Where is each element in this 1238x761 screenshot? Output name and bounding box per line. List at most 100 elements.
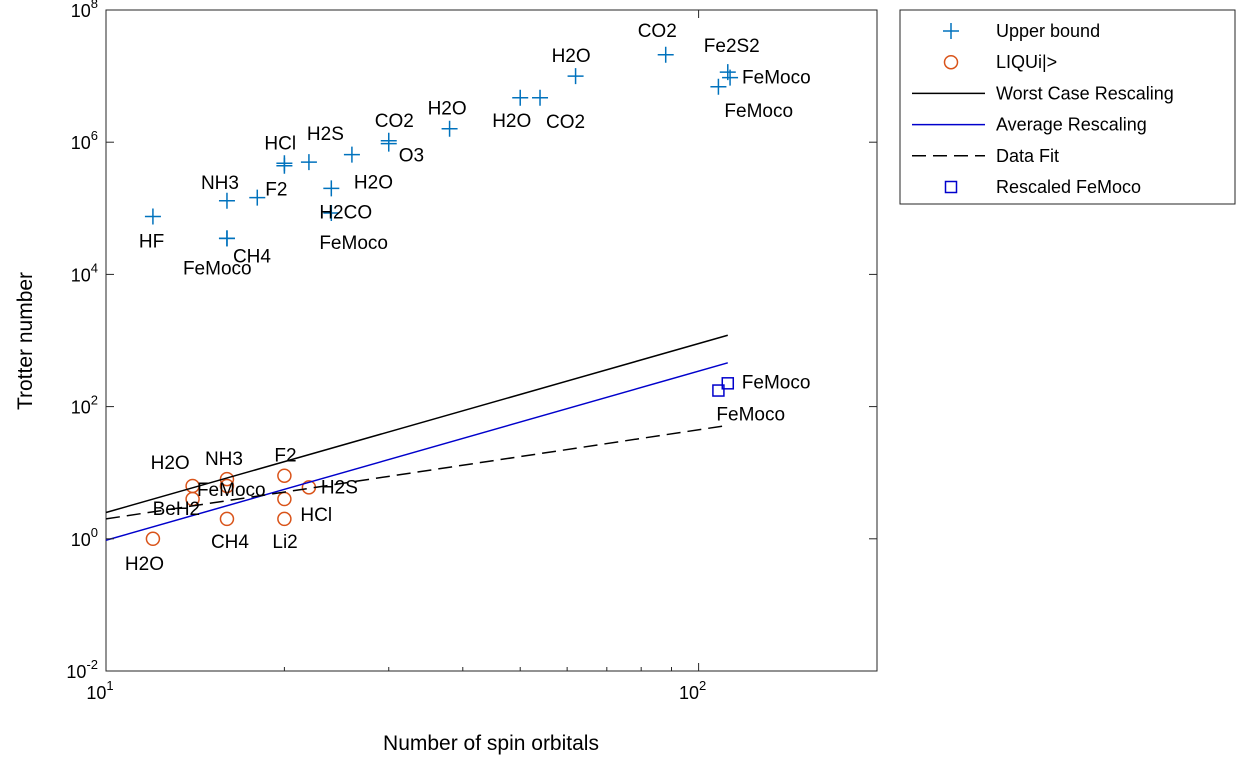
series-0-point-20	[710, 78, 727, 95]
y-tick-base-5: 10	[71, 1, 91, 21]
x-tick-label-0: 101	[86, 678, 113, 703]
series-0-point-0	[144, 208, 161, 225]
y-tick-exp-5: 8	[91, 0, 98, 11]
series-0-point-1-label: NH3	[201, 173, 239, 194]
series-0-point-12	[380, 135, 397, 152]
x-tick-base-0: 10	[86, 683, 106, 703]
x-tick-exp-0: 1	[106, 678, 113, 693]
y-tick-exp-4: 6	[91, 128, 98, 143]
series-5-point-0-label: FeMoco	[742, 372, 811, 393]
legend-label-4: Data Fit	[996, 146, 1059, 166]
legend-box	[899, 9, 1236, 205]
series-0-point-10-label: H2O	[354, 173, 393, 194]
series-0-point-0-label: HF	[139, 232, 164, 253]
series-0-point-2-label: F2	[265, 180, 287, 201]
series-0-point-4-label: FeMoco	[183, 258, 252, 279]
y-axis-label: Trotter number	[14, 272, 37, 410]
series-0-point-11-label: CO2	[375, 111, 414, 132]
series-1-point-3-label: NH3	[205, 449, 243, 470]
series-0-point-15	[532, 89, 549, 106]
series-0-point-14-label: H2O	[492, 111, 531, 132]
series-0-point-9-label: FeMoco	[319, 233, 388, 254]
series-0-point-8	[323, 180, 340, 197]
series-0-point-8-label: H2CO	[319, 202, 372, 223]
y-tick-base-1: 10	[71, 530, 91, 550]
series-0-point-17	[657, 46, 674, 63]
y-tick-base-4: 10	[71, 133, 91, 153]
series-5-point-1	[712, 384, 725, 397]
y-tick-label-0: 10-2	[66, 657, 98, 682]
series-0-point-15-label: CO2	[546, 112, 585, 133]
x-tick-exp-1: 2	[699, 678, 706, 693]
legend-label-2: Worst Case Rescaling	[996, 83, 1174, 103]
y-tick-exp-3: 4	[91, 260, 98, 275]
series-1-point-7-label: HCl	[300, 505, 332, 526]
series-1-point-9-label: H2S	[321, 477, 358, 498]
series-0-point-10	[343, 146, 360, 163]
legend-label-1: LIQUi|>	[996, 52, 1057, 72]
series-0-point-2	[249, 189, 266, 206]
series-5-point-0	[721, 377, 735, 390]
series-0-point-16-label: H2O	[552, 46, 591, 67]
y-tick-label-5: 108	[71, 0, 98, 21]
series-1-point-0-label: H2O	[125, 554, 164, 575]
y-tick-base-0: 10	[66, 662, 86, 682]
plot-area	[105, 9, 878, 672]
series-0-point-16	[567, 68, 584, 85]
series-0-point-6	[276, 157, 293, 174]
series-0-point-14	[512, 89, 529, 106]
series-line-3	[105, 362, 728, 541]
series-0-point-13-label: H2O	[428, 99, 467, 120]
series-0-point-7	[300, 154, 317, 171]
y-tick-exp-2: 2	[91, 393, 98, 408]
y-tick-label-2: 102	[71, 393, 98, 418]
series-1-point-0	[145, 531, 161, 547]
legend-swatch-5	[944, 180, 958, 194]
y-tick-label-4: 106	[71, 128, 98, 153]
x-tick-label-1: 102	[679, 678, 706, 703]
series-1-point-2-label: BeH2	[153, 499, 201, 520]
series-0-point-18-label: Fe2S2	[704, 36, 760, 57]
series-1-point-1-label: H2O	[151, 453, 190, 474]
series-0-point-1	[218, 192, 235, 209]
y-tick-exp-0: -2	[86, 657, 98, 672]
series-0-point-9	[323, 204, 340, 221]
legend: Upper bound LIQUi|> Worst Case Rescaling Av…	[899, 9, 1236, 205]
series-1-point-6-label: F2	[274, 446, 296, 467]
series-1-point-8	[277, 511, 292, 527]
legend-swatch-0	[943, 23, 959, 39]
series-0-point-17-label: CO2	[638, 21, 677, 42]
y-tick-exp-1: 0	[91, 525, 98, 540]
series-0-point-20-label: FeMoco	[724, 101, 793, 122]
series-layer	[105, 46, 739, 547]
series-0-point-19	[722, 69, 739, 86]
y-tick-base-2: 10	[71, 398, 91, 418]
series-line-2	[105, 334, 728, 514]
series-0-point-12-label: O3	[399, 146, 424, 167]
series-1-point-4	[219, 478, 235, 494]
series-1-point-5-label: CH4	[211, 532, 249, 553]
legend-swatch-1	[943, 54, 959, 70]
series-0-point-5-label: HCl	[264, 133, 296, 154]
series-0-point-3-label: CH4	[233, 246, 271, 267]
legend-label-5: Rescaled FeMoco	[996, 177, 1141, 197]
y-tick-label-1: 100	[71, 525, 98, 550]
y-tick-label-3: 104	[71, 260, 98, 285]
series-0-point-4	[218, 230, 235, 247]
series-1-point-4-label: FeMoco	[197, 480, 266, 501]
legend-label-3: Average Rescaling	[996, 115, 1147, 135]
series-0-point-19-label: FeMoco	[742, 68, 811, 89]
series-1-point-6	[277, 468, 292, 483]
legend-label-0: Upper bound	[996, 21, 1100, 41]
series-5-point-1-label: FeMoco	[716, 405, 785, 426]
series-1-point-5	[219, 511, 235, 527]
x-axis-label: Number of spin orbitals	[383, 732, 599, 755]
series-0-point-7-label: H2S	[307, 124, 344, 145]
series-1-point-8-label: Li2	[272, 532, 297, 553]
x-tick-base-1: 10	[679, 683, 699, 703]
series-0-point-13	[441, 120, 458, 137]
y-tick-base-3: 10	[71, 265, 91, 285]
